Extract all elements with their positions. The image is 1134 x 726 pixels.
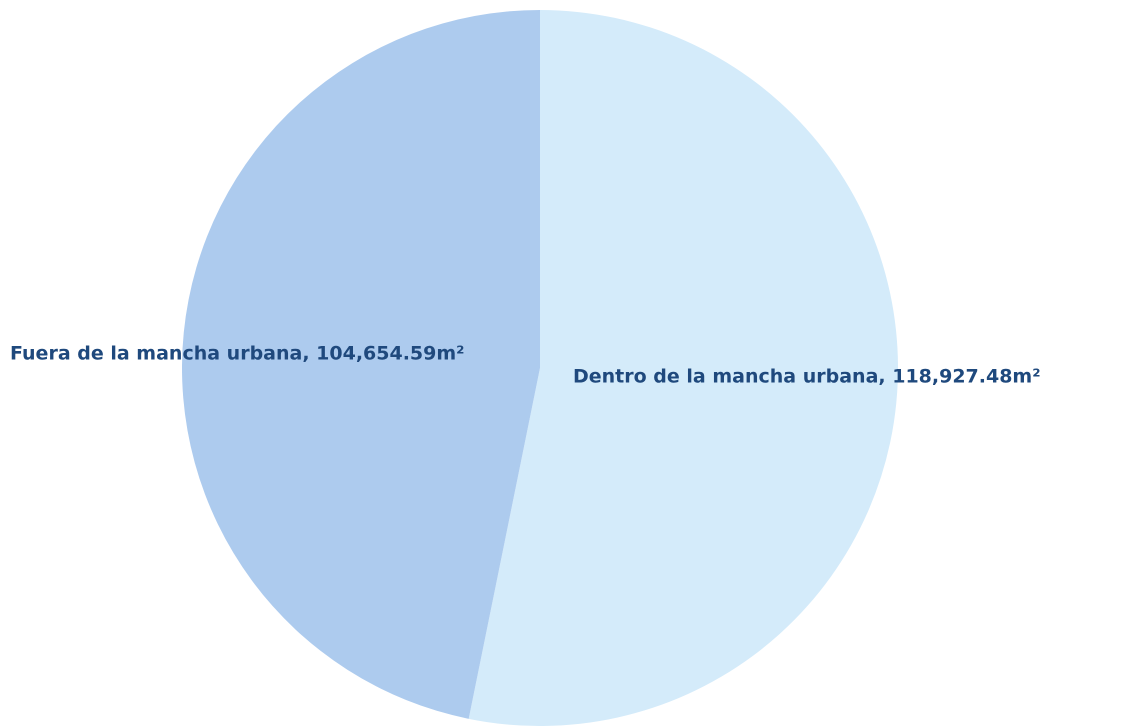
data-label: Dentro de la mancha urbana, 118,927.48m² (573, 366, 1041, 388)
pie-slice (182, 10, 540, 719)
data-label: Fuera de la mancha urbana, 104,654.59m² (10, 343, 465, 365)
pie-slice (468, 10, 898, 726)
